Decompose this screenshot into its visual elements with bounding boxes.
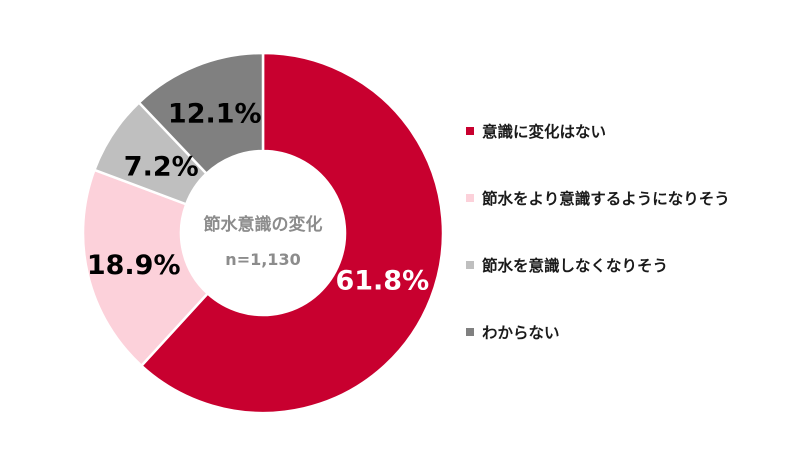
center-title: 節水意識の変化 (203, 214, 323, 235)
center-sample-size: n=1,130 (225, 250, 300, 269)
legend-swatch (466, 127, 474, 135)
donut-slices (81, 51, 445, 415)
slice-value-label: 7.2% (124, 152, 199, 183)
slice-value-label: 12.1% (168, 98, 262, 129)
legend-label: 節水をより意識するようになりそう (482, 190, 730, 208)
legend-swatch (466, 261, 474, 269)
legend-item: 節水をより意識するようになりそう (466, 187, 786, 209)
legend-label: 意識に変化はない (482, 123, 607, 141)
legend-item: わからない (466, 321, 786, 343)
slice-value-label: 18.9% (87, 250, 181, 281)
legend-item: 節水を意識しなくなりそう (466, 254, 786, 276)
slice-value-label: 61.8% (335, 265, 429, 296)
donut-slice (137, 51, 265, 176)
legend: 意識に変化はない節水をより意識するようになりそう 節水を意識しなくなりそう わからな… (466, 120, 786, 388)
legend-swatch (466, 194, 474, 202)
donut-slice (139, 51, 445, 415)
donut-slice (81, 168, 210, 368)
legend-item: 意識に変化はない (466, 120, 786, 142)
legend-swatch (466, 328, 474, 336)
legend-label: わからない (482, 324, 560, 342)
slice-labels: 61.8% 18.9% 7.2% 12.1% (87, 98, 429, 296)
legend-label: 節水を意識しなくなりそう (482, 257, 669, 275)
